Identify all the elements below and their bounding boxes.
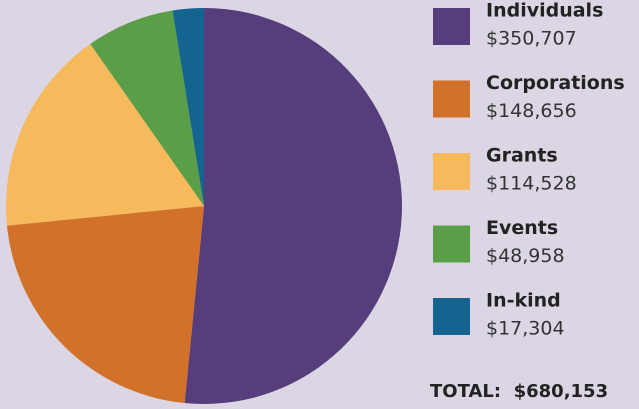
legend-swatch [433, 8, 470, 45]
pie-slice [184, 8, 403, 405]
legend-value: $148,656 [486, 100, 577, 122]
legend-value: $114,528 [486, 173, 577, 195]
legend-swatch [433, 298, 470, 335]
legend-label: Events [486, 217, 558, 239]
legend-label: Grants [486, 145, 558, 167]
legend-swatch [433, 225, 470, 263]
pie-slice [172, 8, 204, 206]
legend-label: In-kind [486, 290, 561, 312]
legend-swatch [433, 153, 470, 190]
legend-value: $48,958 [486, 245, 565, 267]
legend-label: Individuals [486, 0, 603, 22]
legend-label: Corporations [486, 72, 625, 94]
total-annotation: TOTAL: $680,153 [430, 381, 608, 402]
pie-slice [6, 43, 205, 226]
pie-slice [90, 10, 204, 206]
legend-value: $17,304 [486, 318, 565, 340]
legend-swatch [433, 80, 470, 118]
pie-slice [6, 206, 205, 404]
legend-value: $350,707 [486, 28, 577, 50]
